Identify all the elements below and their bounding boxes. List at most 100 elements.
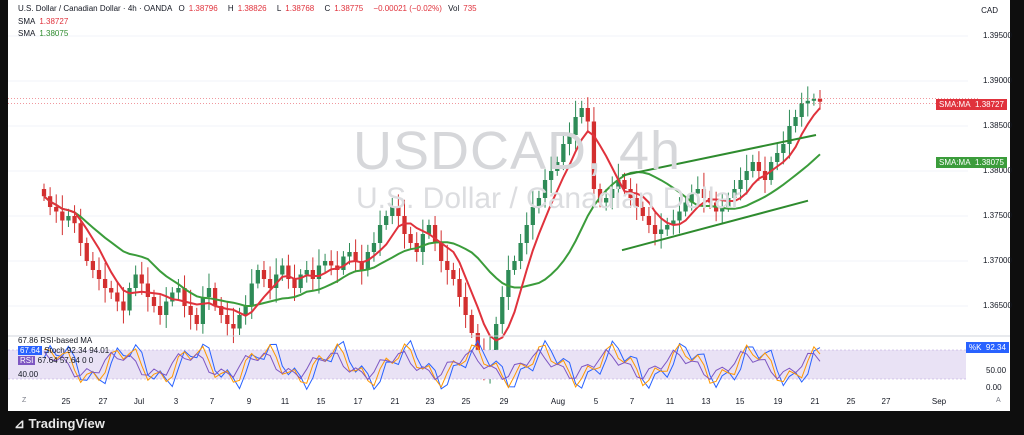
date-tick: 25: [61, 397, 71, 406]
candle-body: [805, 100, 810, 104]
timezone-icon[interactable]: Z: [22, 397, 27, 404]
candle-body: [127, 288, 132, 311]
candle-body: [530, 207, 535, 225]
date-tick: 7: [209, 397, 215, 406]
candle-body: [744, 171, 749, 180]
date-tick: Aug: [550, 397, 566, 406]
date-tick: 19: [773, 397, 783, 406]
candle-body: [585, 108, 590, 122]
candle-body: [671, 220, 676, 225]
candle-body: [573, 117, 578, 135]
candle-body: [182, 288, 187, 306]
candle-body: [139, 274, 144, 284]
candle-body: [726, 198, 731, 207]
date-tick: 27: [98, 397, 108, 406]
rsi-level-label: 40.00: [18, 370, 39, 379]
candle-body: [756, 162, 762, 171]
candle-body: [72, 216, 77, 224]
date-tick: 23: [425, 397, 435, 406]
candle-body: [677, 211, 682, 221]
candle-body: [524, 225, 529, 243]
candle-body: [261, 270, 267, 279]
volume-value: 735: [463, 4, 477, 13]
candle-body: [54, 207, 59, 212]
price-tick: 1.36500: [983, 301, 1012, 310]
price-tick: 1.37500: [983, 211, 1012, 220]
candle-body: [781, 144, 786, 153]
symbol-title[interactable]: U.S. Dollar / Canadian Dollar · 4h · OAN…: [18, 4, 173, 13]
channel-upper-line: [621, 134, 817, 177]
rsi-tick-0: 0.00: [986, 383, 1002, 392]
candle-body: [512, 261, 517, 270]
stoch-d-line: [43, 343, 821, 389]
date-tick: 15: [316, 397, 326, 406]
chart-card: U.S. Dollar / Canadian Dollar · 4h · OAN…: [8, 0, 1012, 411]
price-tick: 1.39500: [983, 31, 1012, 40]
candle-body: [212, 288, 218, 306]
candle-body: [225, 315, 230, 324]
candle-body: [286, 265, 291, 279]
candle-body: [732, 189, 737, 198]
candle-body: [164, 301, 169, 315]
candle-body: [353, 252, 358, 261]
currency-label: CAD: [981, 6, 998, 15]
candle-body: [701, 189, 707, 198]
candle-body: [817, 99, 823, 102]
rsi-band: [8, 350, 966, 379]
candle-body: [396, 207, 401, 216]
date-tick: 9: [246, 397, 252, 406]
candle-body: [341, 256, 346, 270]
candle-body: [799, 103, 804, 117]
date-tick: 17: [353, 397, 363, 406]
sma-slow-legend[interactable]: SMA 1.38075: [18, 29, 69, 38]
candle-body: [720, 207, 725, 212]
candle-body: [151, 297, 157, 306]
candle-body: [793, 117, 798, 126]
candle-body: [390, 207, 395, 216]
candle-body: [555, 162, 560, 171]
candle-body: [90, 261, 96, 270]
date-tick: Jul: [133, 397, 145, 406]
low-value: 1.38768: [285, 4, 315, 13]
date-tick: 11: [280, 397, 290, 406]
candle-body: [518, 243, 523, 261]
candle-body: [506, 270, 511, 297]
close-value: 1.38775: [334, 4, 364, 13]
candle-body: [658, 229, 664, 234]
candle-body: [347, 252, 352, 257]
candle-body: [188, 306, 193, 315]
candle-body: [640, 207, 645, 216]
candle-body: [157, 306, 163, 315]
candle-body: [102, 279, 108, 288]
candle-body: [310, 270, 315, 279]
candle-body: [274, 274, 279, 288]
candle-body: [231, 324, 236, 329]
high-value: 1.38826: [237, 4, 267, 13]
date-tick: 7: [629, 397, 635, 406]
candle-body: [463, 297, 468, 315]
auto-scale-icon[interactable]: A: [996, 397, 1001, 404]
candle-body: [219, 306, 224, 315]
rsi-line: [43, 348, 821, 381]
candle-body: [115, 292, 120, 302]
rsi-legend-line2: 67.64 Stoch 92.34 94.01: [18, 346, 110, 355]
candle-body: [787, 126, 792, 144]
candle-body: [41, 189, 47, 197]
date-tick: Sep: [931, 397, 947, 406]
rsi-legend-line3: RSI 67.64 57.64 0 0: [18, 356, 94, 365]
sma-fast-price-tag: SMA:MA 1.38727: [936, 99, 1007, 110]
candle-body: [775, 153, 780, 162]
candle-body: [280, 265, 285, 275]
candle-body: [255, 270, 260, 284]
candle-body: [610, 189, 615, 198]
chart-canvas[interactable]: [8, 0, 1010, 411]
candle-body: [292, 279, 297, 288]
candle-body: [469, 315, 474, 333]
candle-body: [200, 297, 206, 324]
sma-fast-legend[interactable]: SMA 1.38727: [18, 17, 69, 26]
candle-body: [604, 198, 609, 203]
candle-body: [304, 270, 309, 275]
channel-lower-line: [621, 199, 809, 252]
open-value: 1.38796: [188, 4, 218, 13]
candle-body: [243, 306, 248, 315]
